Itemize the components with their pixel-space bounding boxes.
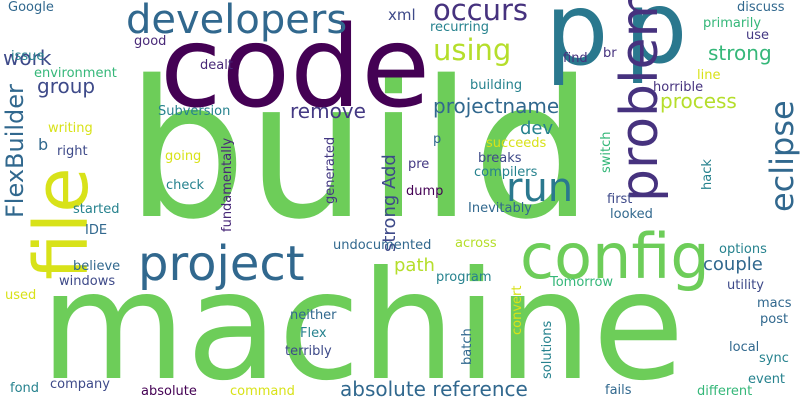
word-company: company [50, 377, 110, 392]
word-couple: couple [703, 254, 763, 275]
word-dev: dev [520, 118, 554, 139]
word-primarily: primarily [703, 16, 762, 31]
word-macs: macs [757, 296, 792, 311]
word-recurring: recurring [430, 20, 490, 35]
word-horrible: horrible [653, 80, 704, 95]
word-process: process [660, 89, 737, 113]
word-different: different [697, 384, 753, 399]
word-terribly: terribly [285, 344, 332, 359]
word-solutions: solutions [540, 320, 555, 379]
word-line: line [697, 68, 721, 83]
word-xml: xml [388, 6, 416, 24]
word-first: first [607, 192, 633, 207]
word-inevitably: Inevitably [468, 201, 532, 216]
word-build: build [126, 40, 594, 261]
word-absolute-reference: absolute reference [340, 377, 528, 400]
word-group: group [37, 74, 96, 98]
word-run: run [506, 165, 574, 211]
word-believe: believe [73, 259, 121, 274]
word-looked: looked [610, 207, 653, 222]
word-breaks: breaks [478, 151, 522, 166]
word-sync: sync [759, 351, 789, 366]
word-command: command [230, 384, 295, 399]
word-environment: environment [34, 66, 117, 81]
word-neither: neither [290, 308, 337, 323]
word-succeeds: succeeds [486, 136, 547, 151]
word-discuss: discuss [737, 0, 785, 15]
word-right: right [57, 144, 88, 159]
word-switch: switch [599, 131, 614, 173]
word-convert: convert [510, 285, 525, 335]
word-eclipse: eclipse [763, 100, 800, 212]
word-code: code [160, 3, 431, 133]
word-tomorrow: Tomorrow [550, 275, 614, 290]
word-find: find [563, 51, 588, 66]
word-fundamentally: fundamentally [220, 137, 235, 232]
word-flex: Flex [300, 326, 327, 341]
word-fond: fond [10, 381, 40, 396]
word-local: local [729, 340, 760, 355]
word-strong-horizontal: strong [708, 41, 772, 65]
word-writing: writing [48, 121, 93, 136]
word-check: check [166, 178, 205, 193]
word-utility: utility [727, 278, 764, 293]
word-undocumented: undocumented [333, 238, 432, 253]
word-dump: dump [406, 184, 444, 199]
word-p-small: p [433, 132, 442, 147]
word-across: across [455, 236, 497, 251]
word-going: going [165, 149, 202, 164]
word-remove: remove [290, 99, 366, 123]
word-options: options [719, 242, 767, 257]
word-google: Google [8, 0, 54, 15]
word-br: br [603, 46, 617, 61]
word-using: using [433, 33, 512, 67]
word-developers: developers [126, 0, 348, 43]
word-subversion: Subversion [158, 104, 231, 119]
word-batch: batch [460, 328, 475, 365]
word-pre: pre [408, 157, 430, 172]
word-config: config [520, 220, 710, 293]
word-ide: IDE [85, 223, 108, 238]
word-projectname: projectname [433, 94, 560, 118]
word-program: program [436, 270, 492, 285]
word-good: good [134, 34, 167, 49]
word-used: used [5, 288, 37, 303]
word-post: post [760, 312, 789, 327]
word-machine: machine [40, 240, 685, 400]
word-dealt: dealt [200, 58, 233, 73]
word-project: project [138, 236, 305, 292]
word-building: building [470, 78, 523, 93]
word-problem: problem [610, 0, 670, 202]
word-flexbuilder: FlexBuilder [1, 84, 29, 218]
word-p-large-1: p [545, 0, 609, 88]
word-hack: hack [700, 159, 715, 190]
word-started: started [73, 202, 120, 217]
word-p-large-2: p [624, 0, 688, 86]
word-use: use [746, 28, 770, 43]
word-path: path [394, 255, 435, 276]
word-work: work [3, 46, 52, 70]
word-absolute: absolute [141, 384, 197, 399]
word-event: event [748, 372, 786, 387]
word-b: b [38, 135, 49, 154]
word-windows: windows [59, 274, 116, 289]
word-compilers: compilers [474, 165, 538, 180]
word-occurs: occurs [433, 0, 529, 27]
word-fails: fails [605, 383, 632, 398]
word-issue: issue [11, 49, 45, 64]
word-generated: generated [323, 136, 338, 204]
